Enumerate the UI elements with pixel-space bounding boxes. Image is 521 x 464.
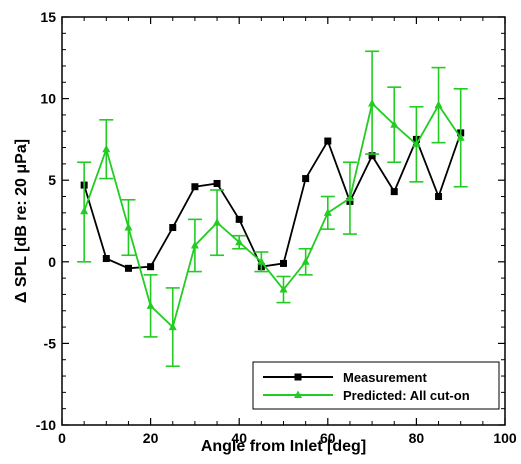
data-point: [324, 137, 332, 145]
y-tick-label: 5: [48, 172, 56, 188]
data-point: [279, 285, 288, 293]
tick-labels: 0 20 40 60 80 100 -10 -5 0 5 10 15: [36, 9, 517, 446]
data-point: [147, 263, 155, 271]
data-point: [190, 240, 199, 249]
data-point: [280, 259, 287, 267]
x-tick-label: 60: [320, 430, 336, 446]
legend-label-predicted: Predicted: All cut-on: [343, 388, 470, 403]
data-point: [124, 223, 133, 231]
legend-box: [252, 361, 500, 410]
data-point: [102, 144, 111, 153]
data-point: [390, 188, 398, 196]
data-point: [146, 301, 155, 309]
series-predicted: [77, 50, 468, 368]
data-point: [213, 218, 222, 226]
y-tick-label: 0: [48, 254, 56, 270]
data-point: [235, 237, 244, 246]
data-point: [345, 193, 354, 202]
data-point: [257, 257, 266, 265]
data-point: [169, 224, 177, 232]
series-measurement: [80, 129, 465, 272]
data-point: [80, 206, 89, 215]
legend-label-measurement: Measurement: [343, 370, 427, 385]
data-point: [102, 255, 110, 263]
data-point: [168, 322, 177, 331]
data-point: [302, 175, 310, 183]
series-line: [83, 101, 462, 329]
x-tick-label: 40: [231, 430, 247, 446]
data-point: [412, 139, 421, 148]
series-layer: [77, 50, 468, 368]
data-point: [456, 133, 465, 141]
legend-marker-predicted: [294, 390, 302, 398]
x-tick-label: 100: [493, 430, 517, 446]
y-axis-label: Δ SPL [dB re: 20 μPa]: [13, 139, 30, 303]
legend: Measurement Predicted: All cut-on: [252, 361, 500, 410]
data-point: [390, 120, 399, 128]
y-tick-label: 15: [40, 9, 56, 25]
axis-ticks: [61, 16, 506, 426]
x-axis-label: Angle from Inlet [deg]: [201, 438, 366, 455]
data-point: [191, 183, 199, 191]
y-tick-label: -5: [44, 335, 57, 351]
y-tick-label: -10: [36, 417, 56, 433]
x-tick-label: 80: [409, 430, 425, 446]
data-point: [323, 208, 332, 216]
x-tick-label: 20: [143, 430, 159, 446]
data-point: [368, 98, 377, 107]
x-tick-label: 0: [58, 430, 66, 446]
data-point: [301, 257, 310, 265]
data-point: [434, 100, 443, 109]
data-point: [124, 264, 132, 272]
legend-marker-measurement: [294, 373, 302, 381]
data-point: [435, 193, 443, 201]
y-tick-label: 10: [40, 91, 56, 107]
data-point: [235, 215, 243, 223]
data-point: [368, 152, 376, 160]
series-line: [83, 132, 462, 270]
data-point: [213, 179, 221, 187]
